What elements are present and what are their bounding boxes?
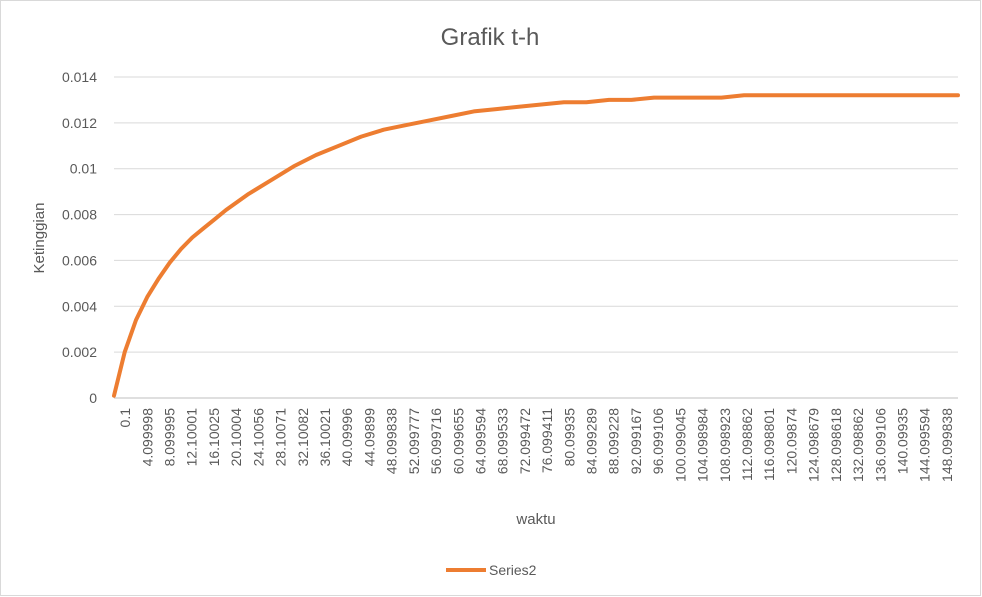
x-tick-label: 56.099716 (428, 408, 444, 474)
x-tick-label: 84.099289 (584, 408, 600, 474)
x-tick-label: 124.098679 (806, 408, 822, 482)
x-tick-label: 76.099411 (539, 408, 555, 473)
legend-label-series2: Series2 (489, 562, 537, 578)
x-tick-label: 88.099228 (606, 408, 622, 474)
x-axis-title: waktu (515, 511, 555, 528)
x-tick-label: 68.099533 (495, 408, 511, 474)
x-tick-label: 20.10004 (228, 408, 244, 467)
x-tick-label: 104.098984 (695, 408, 711, 482)
x-tick-label: 72.099472 (517, 408, 533, 474)
x-tick-label: 96.099106 (650, 408, 666, 474)
y-tick-label: 0.006 (62, 252, 97, 268)
x-tick-label: 32.10082 (295, 408, 311, 467)
x-tick-label: 48.099838 (384, 408, 400, 474)
x-tick-label: 64.099594 (472, 408, 488, 474)
x-tick-label: 144.099594 (917, 408, 933, 482)
x-tick-label: 120.09874 (783, 408, 799, 474)
x-tick-label: 52.099777 (406, 408, 422, 474)
x-tick-label: 36.10021 (317, 408, 333, 467)
y-tick-label: 0.004 (62, 298, 97, 314)
x-tick-label: 132.098862 (850, 408, 866, 482)
x-tick-label: 4.099998 (139, 408, 155, 467)
x-tick-label: 0.1 (117, 408, 133, 428)
x-tick-label: 140.09935 (894, 408, 910, 474)
legend: Series2 (446, 562, 537, 578)
x-tick-label: 136.099106 (872, 408, 888, 482)
y-tick-label: 0.014 (62, 69, 97, 85)
y-axis-ticks: 0 0.002 0.004 0.006 0.008 0.01 0.012 0.014 (62, 69, 97, 406)
x-tick-label: 128.098618 (828, 408, 844, 482)
series-layer (112, 93, 960, 398)
x-tick-label: 108.098923 (717, 408, 733, 482)
x-tick-label: 16.10025 (206, 408, 222, 467)
x-tick-label: 44.09899 (361, 408, 377, 467)
x-tick-label: 80.09935 (561, 408, 577, 467)
x-tick-label: 100.099045 (672, 408, 688, 482)
y-axis-title: Ketinggian (31, 203, 48, 274)
x-tick-label: 28.10071 (273, 408, 289, 467)
series-line-series2 (112, 93, 960, 398)
gridlines (114, 76, 958, 399)
y-tick-label: 0.01 (70, 161, 97, 177)
x-tick-label: 8.099995 (162, 408, 178, 467)
x-tick-label: 112.098862 (739, 408, 755, 481)
y-tick-label: 0.012 (62, 115, 97, 131)
chart-title: Grafik t-h (441, 24, 540, 51)
x-tick-label: 148.099838 (939, 408, 955, 482)
x-tick-label: 24.10056 (250, 408, 266, 467)
x-tick-label: 40.09996 (339, 408, 355, 467)
x-tick-label: 116.098801 (761, 408, 777, 481)
x-tick-label: 12.10001 (184, 408, 200, 467)
y-tick-label: 0.002 (62, 344, 97, 360)
x-tick-label: 92.099167 (628, 408, 644, 474)
x-tick-label: 60.099655 (450, 408, 466, 474)
x-axis-ticks: 0.1 4.099998 8.099995 12.10001 16.10025 20.10… (117, 408, 955, 482)
y-tick-label: 0.008 (62, 207, 97, 223)
y-tick-label: 0 (89, 390, 97, 406)
